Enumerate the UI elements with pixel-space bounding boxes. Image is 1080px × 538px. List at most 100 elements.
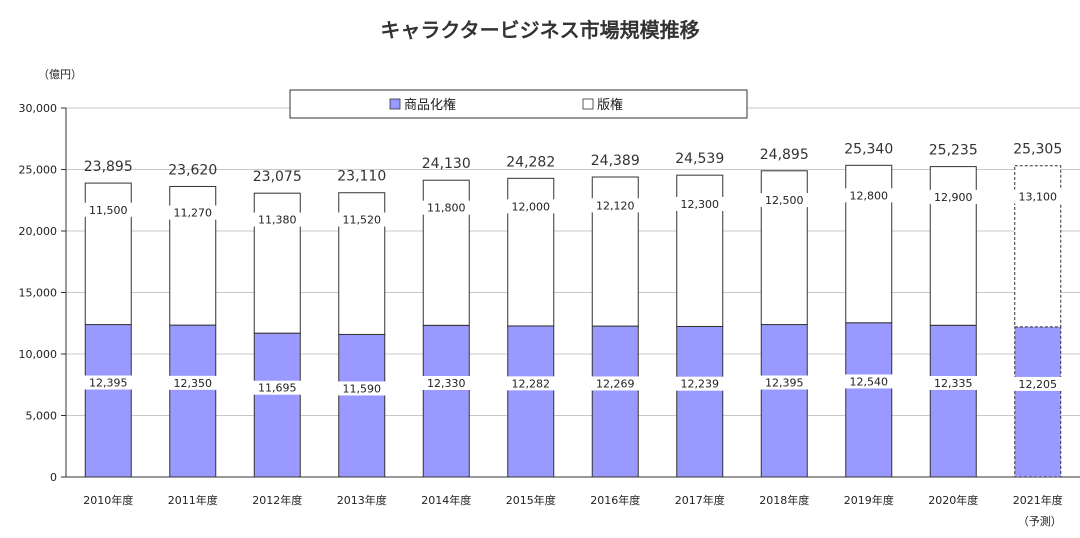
label-background [506, 376, 555, 391]
label-background [337, 212, 386, 227]
label-background [675, 376, 724, 391]
x-tick-label: 2012年度 [252, 493, 302, 507]
value-label-copyright: 11,800 [427, 202, 466, 215]
label-background [844, 374, 893, 389]
total-label: 25,235 [929, 143, 978, 159]
y-axis-unit-label: （億円） [38, 68, 82, 81]
total-label: 24,389 [591, 153, 640, 169]
legend-label-merchandising: 商品化権 [404, 97, 456, 113]
y-tick-label: 0 [50, 471, 57, 484]
x-tick-label: 2013年度 [337, 493, 387, 507]
label-background [929, 189, 978, 204]
x-tick-label: 2020年度 [928, 493, 978, 507]
value-label-copyright: 12,300 [681, 198, 720, 211]
total-label: 23,075 [253, 169, 302, 185]
value-label-merchandising: 12,395 [89, 377, 128, 390]
total-label: 24,130 [422, 156, 471, 172]
value-label-merchandising: 11,695 [258, 382, 297, 395]
label-background [929, 375, 978, 390]
total-label: 25,305 [1013, 142, 1062, 158]
y-tick-label: 10,000 [19, 348, 58, 361]
value-label-copyright: 12,900 [934, 191, 973, 204]
value-label-merchandising: 12,350 [174, 377, 213, 390]
label-background [168, 205, 217, 220]
label-background [506, 199, 555, 214]
value-label-merchandising: 12,395 [765, 377, 804, 390]
label-background [422, 376, 471, 391]
value-label-copyright: 11,270 [174, 207, 213, 220]
label-background [760, 375, 809, 390]
bar-merchandising [1014, 326, 1062, 478]
x-tick-note: （予測） [1018, 514, 1062, 528]
gridlines [66, 107, 1080, 478]
label-background [1013, 189, 1062, 204]
label-background [591, 198, 640, 213]
value-label-merchandising: 12,330 [427, 377, 466, 390]
value-label-copyright: 12,000 [512, 200, 551, 213]
total-label: 23,620 [168, 162, 217, 178]
bar-merchandising [169, 324, 217, 478]
total-label: 23,110 [337, 169, 386, 185]
legend-label-copyright: 版権 [597, 97, 623, 113]
x-tick-label: 2016年度 [590, 493, 640, 507]
legend: 商品化権 版権 [289, 89, 748, 119]
total-label: 24,282 [506, 154, 555, 170]
legend-swatch-copyright [582, 98, 594, 110]
bar-merchandising [84, 324, 132, 478]
legend-box [289, 89, 748, 119]
x-tick-label: 2021年度 [1013, 493, 1063, 507]
bar-merchandising [253, 332, 301, 478]
value-label-merchandising: 11,590 [343, 382, 382, 395]
label-background [675, 196, 724, 211]
bar-merchandising [507, 325, 555, 478]
label-background [1013, 376, 1062, 391]
chart-title: キャラクタービジネス市場規模推移 [380, 18, 700, 42]
x-tick-label: 2014年度 [421, 493, 471, 507]
value-label-merchandising: 12,239 [681, 378, 720, 391]
y-tick-label: 30,000 [19, 102, 58, 115]
bar-merchandising [422, 324, 470, 478]
bar-merchandising [338, 333, 386, 478]
y-tick-label: 15,000 [19, 287, 58, 300]
value-label-merchandising: 12,205 [1019, 378, 1058, 391]
value-label-merchandising: 12,269 [596, 377, 635, 390]
value-label-copyright: 12,500 [765, 194, 804, 207]
bar-merchandising [760, 324, 808, 478]
bar-merchandising [676, 325, 724, 478]
x-tick-label: 2018年度 [759, 493, 809, 507]
value-label-copyright: 11,500 [89, 204, 128, 217]
label-background [760, 193, 809, 208]
y-tick-label: 5,000 [26, 410, 58, 423]
total-label: 24,895 [760, 147, 809, 163]
total-label: 23,895 [84, 159, 133, 175]
label-background [253, 212, 302, 227]
value-label-merchandising: 12,282 [512, 377, 551, 390]
total-label: 25,340 [844, 141, 893, 157]
x-tick-label: 2011年度 [168, 493, 218, 507]
axes: 0 5,000 10,000 15,000 20,000 25,000 30,000 2010… [19, 102, 1080, 528]
bar-merchandising [845, 322, 893, 478]
legend-swatch-merchandising [389, 98, 401, 110]
value-label-copyright: 11,520 [343, 214, 382, 227]
label-background [253, 380, 302, 395]
value-label-copyright: 13,100 [1019, 191, 1058, 204]
label-background [168, 375, 217, 390]
x-tick-label: 2017年度 [675, 493, 725, 507]
y-tick-label: 20,000 [19, 225, 58, 238]
label-background [844, 188, 893, 203]
x-tick-label: 2010年度 [83, 493, 133, 507]
value-label-merchandising: 12,335 [934, 377, 973, 390]
bar-merchandising [591, 325, 639, 478]
x-tick-label: 2015年度 [506, 493, 556, 507]
data-labels: 12,395 11,500 23,895 12,350 11,270 23,620 11,6… [84, 141, 1062, 396]
value-label-copyright: 12,120 [596, 199, 635, 212]
label-background [84, 375, 133, 390]
bars [84, 164, 1062, 478]
x-tick-label: 2019年度 [844, 493, 894, 507]
y-tick-label: 25,000 [19, 164, 58, 177]
label-background [84, 202, 133, 217]
label-background [591, 376, 640, 391]
total-label: 24,539 [675, 151, 724, 167]
bar-merchandising [929, 324, 977, 478]
